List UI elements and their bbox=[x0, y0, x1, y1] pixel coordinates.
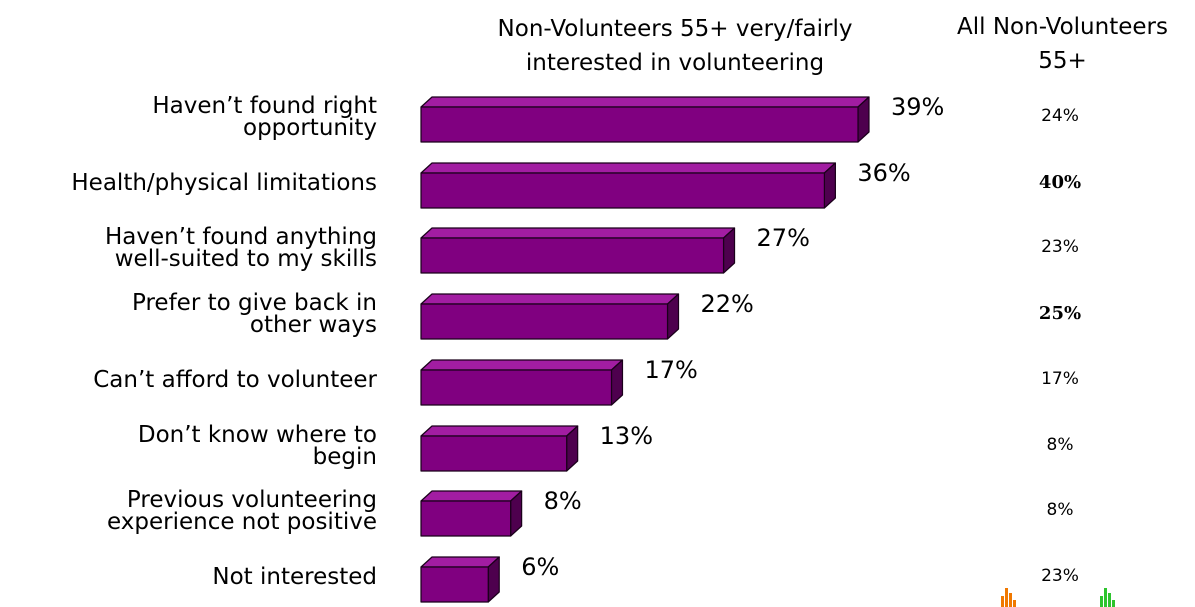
all-nonvolunteers-value: 8% bbox=[1046, 500, 1074, 520]
bar-value-label: 36% bbox=[857, 159, 911, 187]
bar-value-label: 13% bbox=[599, 422, 653, 450]
bar-value-label: 8% bbox=[543, 487, 582, 515]
category-label-line: begin bbox=[312, 443, 377, 470]
category-label: Don’t know where to begin bbox=[0, 421, 377, 470]
category-label-line: Haven’t found right bbox=[152, 92, 377, 119]
bar-value-label: 6% bbox=[521, 553, 560, 581]
category-label-line: experience not positive bbox=[107, 508, 377, 535]
bar-1 bbox=[420, 172, 825, 209]
series-header-interested-line1: Non-Volunteers 55+ very/fairly bbox=[497, 16, 853, 42]
series-header-interested: Non-Volunteers 55+ very/fairly intereste… bbox=[430, 12, 920, 80]
all-nonvolunteers-value: 40% bbox=[1038, 172, 1082, 193]
bar-4 bbox=[420, 369, 613, 406]
bar-0 bbox=[420, 106, 859, 143]
category-label: Not interested bbox=[0, 563, 377, 590]
category-label-line: opportunity bbox=[243, 114, 377, 141]
bar-top-3 bbox=[420, 293, 680, 305]
category-label: Haven’t found right opportunity bbox=[0, 92, 377, 141]
orange-bars-icon bbox=[1001, 588, 1019, 607]
bar-top-1 bbox=[420, 162, 836, 174]
bar-top-6 bbox=[420, 490, 523, 502]
category-label-line: other ways bbox=[249, 311, 377, 338]
category-label: Haven’t found anything well-suited to my … bbox=[0, 223, 377, 272]
bar-3 bbox=[420, 303, 669, 340]
category-label: Previous volunteering experience not posi… bbox=[0, 486, 377, 535]
series-header-interested-line2: interested in volunteering bbox=[525, 50, 825, 76]
bar-top-7 bbox=[420, 556, 500, 568]
bar-value-label: 17% bbox=[644, 356, 698, 384]
all-nonvolunteers-value: 25% bbox=[1038, 303, 1082, 324]
bar-top-2 bbox=[420, 227, 736, 239]
category-label-line: Prefer to give back in bbox=[132, 289, 377, 316]
category-label: Can’t afford to volunteer bbox=[0, 366, 377, 393]
all-nonvolunteers-value: 8% bbox=[1046, 435, 1074, 455]
bar-2 bbox=[420, 237, 725, 274]
bar-value-label: 27% bbox=[756, 224, 810, 252]
bar-value-label: 39% bbox=[891, 93, 945, 121]
all-nonvolunteers-value: 23% bbox=[1041, 566, 1079, 586]
category-label-line: Haven’t found anything bbox=[104, 223, 377, 250]
category-label-line: Health/physical limitations bbox=[71, 169, 377, 196]
bar-top-4 bbox=[420, 359, 624, 371]
bar-7 bbox=[420, 566, 489, 603]
bars-group bbox=[420, 96, 870, 603]
bar-top-5 bbox=[420, 425, 579, 437]
all-nonvolunteers-value: 17% bbox=[1041, 369, 1079, 389]
category-label-line: Previous volunteering bbox=[126, 486, 377, 513]
bar-5 bbox=[420, 435, 568, 472]
series-header-all-line1: All Non-Volunteers bbox=[957, 14, 1168, 40]
category-label-line: well-suited to my skills bbox=[114, 245, 377, 272]
all-nonvolunteers-value: 23% bbox=[1041, 237, 1079, 257]
category-label-line: Can’t afford to volunteer bbox=[93, 366, 377, 393]
bar-top-0 bbox=[420, 96, 870, 108]
green-bars-icon bbox=[1100, 588, 1118, 607]
category-label: Prefer to give back in other ways bbox=[0, 289, 377, 338]
all-nonvolunteers-value: 24% bbox=[1041, 106, 1079, 126]
series-header-all-line2: 55+ bbox=[1038, 48, 1087, 74]
bar-6 bbox=[420, 500, 512, 537]
category-label-line: Don’t know where to bbox=[137, 421, 377, 448]
category-label-line: Not interested bbox=[212, 563, 377, 590]
series-header-all: All Non-Volunteers 55+ bbox=[930, 10, 1195, 78]
category-label: Health/physical limitations bbox=[0, 169, 377, 196]
bar-value-label: 22% bbox=[700, 290, 754, 318]
